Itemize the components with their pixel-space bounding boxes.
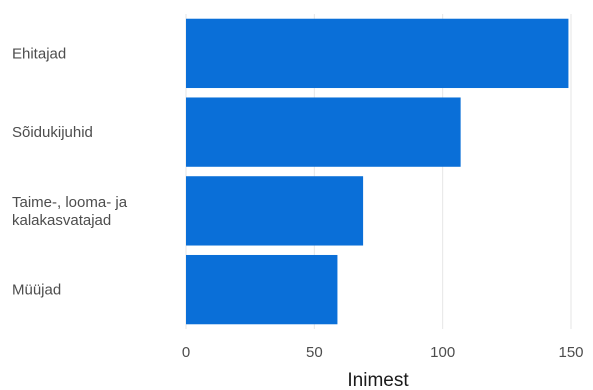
x-tick-label: 50: [306, 344, 323, 361]
category-label: Ehitajad: [12, 45, 66, 62]
bar: [186, 97, 461, 167]
x-tick-label: 100: [430, 344, 455, 361]
bar: [186, 254, 338, 325]
x-tick-label: 150: [558, 344, 583, 361]
category-label: Taime-, looma- ja kalakasvatajad: [12, 194, 128, 229]
category-label-line: Müüjad: [12, 282, 61, 299]
x-tick-labels: 0 50 100 150: [182, 344, 584, 361]
category-label-line: kalakasvatajad: [12, 212, 111, 229]
category-label-line: Sõidukijuhid: [12, 124, 93, 141]
category-label-line: Ehitajad: [12, 45, 66, 62]
x-tick-label: 0: [182, 344, 190, 361]
x-axis-title: Inimest: [347, 370, 409, 390]
bar: [186, 18, 569, 89]
category-label: Müüjad: [12, 282, 61, 299]
bar: [186, 176, 364, 246]
bars: [186, 18, 569, 325]
category-labels: Ehitajad Sõidukijuhid Taime-, looma- ja kal…: [12, 45, 128, 298]
category-label-line: Taime-, looma- ja: [12, 194, 128, 211]
category-label: Sõidukijuhid: [12, 124, 93, 141]
